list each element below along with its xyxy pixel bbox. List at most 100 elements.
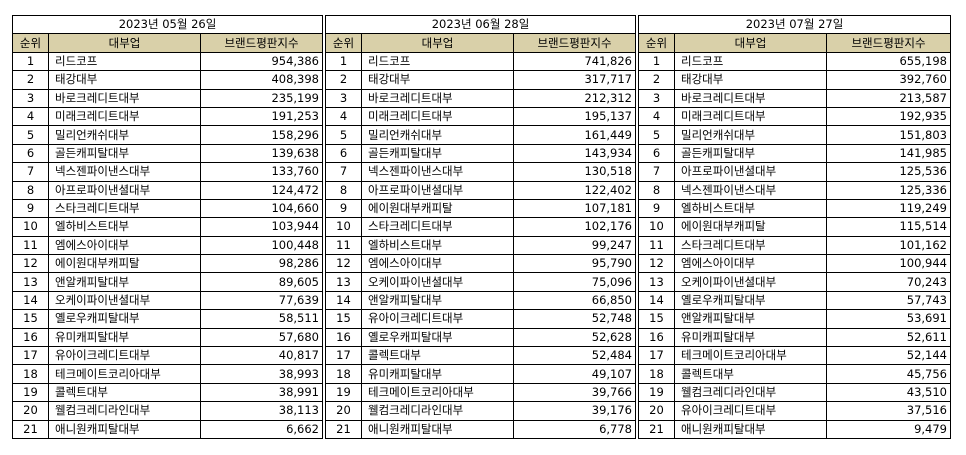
company-cell: 리드코프 [361,51,514,72]
date-row: 2023년 07월 27일 [638,14,951,35]
index-cell: 392,760 [826,70,951,90]
company-cell: 옐로우캐피탈대부 [361,327,514,348]
rank-cell: 15 [12,309,49,329]
company-cell: 넥스젠파이낸스대부 [361,162,514,182]
index-cell: 98,286 [200,254,323,274]
table-row: 1 리드코프 741,826 [325,51,636,72]
index-cell: 70,243 [826,272,951,292]
index-cell: 52,611 [826,327,951,348]
rank-cell: 15 [325,309,362,329]
index-cell: 213,587 [826,88,951,108]
rank-cell: 8 [638,180,675,200]
company-cell: 에이원대부캐피탈 [361,198,514,219]
rank-cell: 6 [325,143,362,164]
table-row: 18 유미캐피탈대부 49,107 [325,364,636,384]
company-cell: 유미캐피탈대부 [674,327,827,348]
company-cell: 엠에스아이대부 [361,254,514,274]
index-cell: 100,448 [200,235,323,256]
table-row: 7 넥스젠파이낸스대부 133,760 [12,162,323,182]
ranking-table: 2023년 07월 27일 순위 대부업 브랜드평판지수 1 리드코프 655,198 2 태강… [638,14,951,439]
table-body: 2023년 06월 28일 순위 대부업 브랜드평판지수 1 리드코프 741,826 2 태강… [325,14,636,439]
index-cell: 9,479 [826,419,951,439]
table-row: 7 넥스젠파이낸스대부 130,518 [325,162,636,182]
company-cell: 밀리언캐쉬대부 [361,125,514,145]
rank-header: 순위 [638,33,675,53]
rank-cell: 16 [638,327,675,348]
rank-cell: 12 [325,254,362,274]
rank-cell: 10 [12,217,49,237]
table-row: 15 유아이크레디트대부 52,748 [325,309,636,329]
table-row: 5 밀리언캐쉬대부 151,803 [638,125,951,145]
table-row: 11 엘하비스트대부 99,247 [325,235,636,256]
rank-header: 순위 [325,33,362,53]
table-row: 6 골든캐피탈대부 141,985 [638,143,951,164]
rank-cell: 13 [638,272,675,292]
company-cell: 밀리언캐쉬대부 [674,125,827,145]
index-cell: 104,660 [200,198,323,219]
table-row: 16 유미캐피탈대부 52,611 [638,327,951,348]
index-header: 브랜드평판지수 [200,33,323,53]
index-cell: 99,247 [513,235,636,256]
table-row: 19 테크메이트코리아대부 39,766 [325,382,636,403]
rank-cell: 3 [12,88,49,108]
company-cell: 스타크레디트대부 [48,198,201,219]
company-cell: 미래크레디트대부 [361,106,514,127]
table-row: 16 옐로우캐피탈대부 52,628 [325,327,636,348]
company-cell: 엘하비스트대부 [674,198,827,219]
rank-cell: 9 [325,198,362,219]
ranking-tables: 2023년 05월 26일 순위 대부업 브랜드평판지수 1 리드코프 954,386 2 태강… [12,14,951,439]
date-row: 2023년 06월 28일 [325,14,636,35]
table-row: 10 에이원대부캐피탈 115,514 [638,217,951,237]
company-cell: 엠에스아이대부 [674,254,827,274]
index-cell: 6,662 [200,419,323,439]
table-row: 14 옐로우캐피탈대부 57,743 [638,290,951,311]
company-cell: 넥스젠파이낸스대부 [674,180,827,200]
index-cell: 125,336 [826,180,951,200]
rank-cell: 18 [638,364,675,384]
index-cell: 408,398 [200,70,323,90]
company-cell: 옐로우캐피탈대부 [674,290,827,311]
ranking-table: 2023년 05월 26일 순위 대부업 브랜드평판지수 1 리드코프 954,386 2 태강… [12,14,323,439]
index-cell: 141,985 [826,143,951,164]
rank-cell: 12 [12,254,49,274]
rank-cell: 8 [325,180,362,200]
table-row: 3 바로크레디트대부 212,312 [325,88,636,108]
company-cell: 태강대부 [674,70,827,90]
table-row: 2 태강대부 408,398 [12,70,323,90]
index-cell: 741,826 [513,51,636,72]
rank-cell: 11 [12,235,49,256]
rank-cell: 11 [638,235,675,256]
index-cell: 57,680 [200,327,323,348]
company-cell: 리드코프 [48,51,201,72]
table-body: 2023년 05월 26일 순위 대부업 브랜드평판지수 1 리드코프 954,386 2 태강… [12,14,323,439]
company-cell: 스타크레디트대부 [674,235,827,256]
rank-cell: 9 [12,198,49,219]
rank-cell: 9 [638,198,675,219]
rank-cell: 16 [12,327,49,348]
table-row: 21 애니원캐피탈대부 6,778 [325,419,636,439]
company-header: 대부업 [361,33,514,53]
rank-header: 순위 [12,33,49,53]
company-cell: 골든캐피탈대부 [674,143,827,164]
index-cell: 95,790 [513,254,636,274]
rank-cell: 20 [325,401,362,421]
rank-cell: 2 [638,70,675,90]
index-cell: 317,717 [513,70,636,90]
rank-cell: 4 [12,106,49,127]
table-row: 17 테크메이트코리아대부 52,144 [638,346,951,366]
company-header: 대부업 [48,33,201,53]
index-cell: 130,518 [513,162,636,182]
rank-cell: 19 [638,382,675,403]
company-cell: 스타크레디트대부 [361,217,514,237]
company-cell: 애니원캐피탈대부 [48,419,201,439]
company-cell: 웰컴크레디라인대부 [48,401,201,421]
index-cell: 125,536 [826,162,951,182]
company-cell: 바로크레디트대부 [674,88,827,108]
table-row: 4 미래크레디트대부 191,253 [12,106,323,127]
index-cell: 100,944 [826,254,951,274]
company-cell: 태강대부 [48,70,201,90]
index-cell: 37,516 [826,401,951,421]
index-cell: 52,144 [826,346,951,366]
table-row: 5 밀리언캐쉬대부 158,296 [12,125,323,145]
rank-cell: 4 [638,106,675,127]
